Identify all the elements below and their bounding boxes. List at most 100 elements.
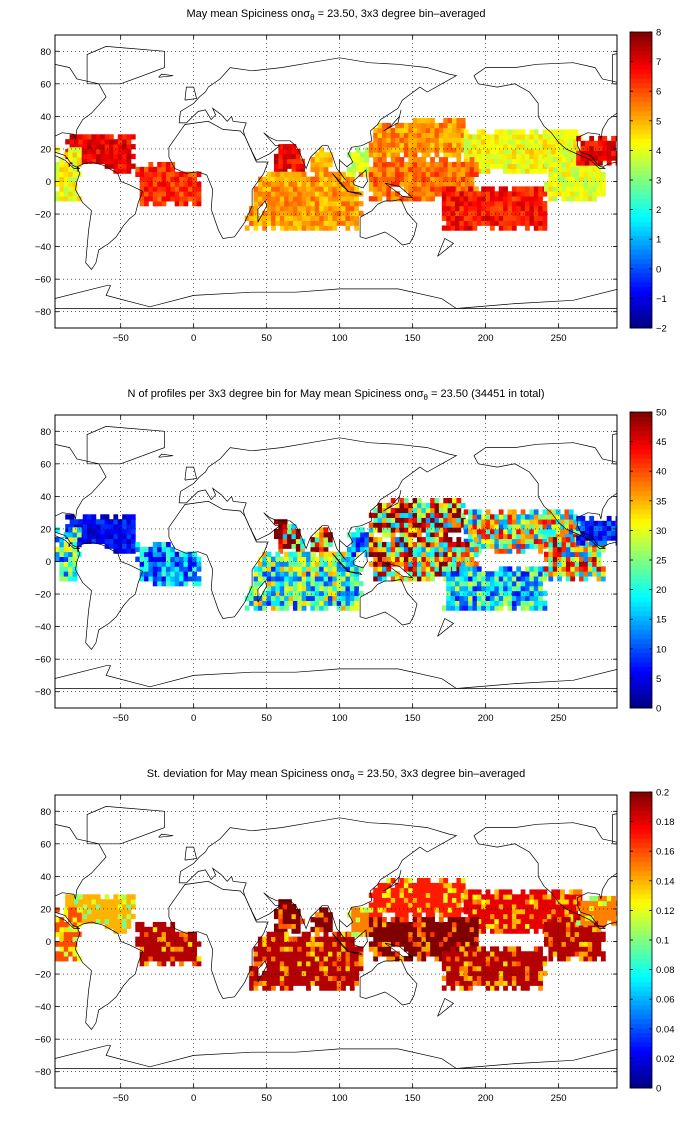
- data-bin: [381, 931, 387, 938]
- data-bin: [542, 225, 548, 231]
- data-bin: [529, 210, 535, 217]
- data-bin: [377, 166, 383, 173]
- data-bin: [327, 571, 333, 577]
- data-bin: [364, 931, 370, 938]
- data-bin: [275, 176, 281, 182]
- data-bin: [351, 907, 357, 913]
- data-bin: [434, 892, 440, 898]
- data-bin: [271, 931, 276, 938]
- data-bin: [412, 161, 418, 168]
- data-bin: [443, 512, 449, 518]
- data-bin: [425, 522, 431, 528]
- data-bin: [494, 571, 500, 577]
- y-tick-label: 40: [40, 492, 51, 503]
- data-bin: [425, 941, 431, 947]
- data-bin: [498, 509, 504, 515]
- data-bin: [465, 546, 470, 553]
- data-bin: [69, 524, 75, 530]
- colorbar-swatch: [630, 110, 652, 116]
- y-tick-label: −20: [35, 590, 51, 601]
- data-bin: [507, 215, 513, 221]
- colorbar-swatch: [630, 69, 652, 75]
- data-bin: [472, 975, 478, 981]
- data-bin: [476, 201, 482, 207]
- data-bin: [408, 127, 414, 134]
- data-bin: [395, 561, 400, 567]
- data-bin: [319, 152, 324, 158]
- data-bin: [390, 498, 396, 504]
- data-bin: [525, 585, 530, 592]
- data-bin: [351, 921, 357, 928]
- data-bin: [592, 191, 597, 197]
- data-bin: [551, 153, 557, 160]
- data-bin: [542, 961, 548, 967]
- y-tick-label: −80: [35, 307, 51, 318]
- data-bin: [408, 892, 414, 898]
- data-bin: [538, 595, 543, 601]
- data-bin: [377, 546, 383, 553]
- data-bin: [472, 205, 478, 212]
- data-bin: [460, 166, 466, 173]
- data-bin: [498, 908, 504, 915]
- data-bin: [59, 936, 65, 942]
- data-bin: [373, 931, 378, 938]
- grid: [55, 415, 617, 708]
- data-bin: [377, 132, 383, 138]
- data-bin: [275, 956, 281, 962]
- colorbar-swatch: [630, 578, 652, 584]
- data-bin: [377, 527, 383, 533]
- data-bin: [332, 576, 338, 582]
- data-bin: [377, 507, 383, 514]
- data-bin: [179, 556, 184, 562]
- data-bin: [503, 918, 508, 924]
- coastline: [359, 579, 418, 626]
- data-bin: [485, 923, 491, 929]
- data-bin: [494, 163, 500, 169]
- data-bin: [551, 144, 557, 150]
- colorbar-tick-label: 30: [656, 526, 667, 537]
- data-bin: [336, 965, 342, 972]
- data-bin: [446, 590, 451, 597]
- data-bin: [574, 941, 580, 947]
- data-bin: [345, 975, 351, 981]
- data-bin: [148, 951, 154, 957]
- data-bin: [327, 196, 333, 202]
- data-bin: [354, 961, 360, 967]
- colorbar-swatch: [630, 615, 652, 621]
- coastline: [346, 190, 363, 196]
- data-bin: [568, 904, 574, 910]
- data-bin: [481, 918, 487, 924]
- data-bin: [430, 561, 435, 567]
- data-bin: [456, 892, 462, 898]
- data-bin: [109, 913, 114, 920]
- data-bin: [425, 551, 431, 558]
- data-bin: [345, 205, 351, 212]
- data-bin: [403, 566, 409, 572]
- data-bin: [91, 153, 97, 160]
- data-bin: [346, 931, 352, 938]
- data-bin: [412, 166, 418, 173]
- data-bin: [395, 887, 400, 894]
- data-bin: [538, 894, 543, 900]
- data-bin: [573, 913, 578, 920]
- data-bin: [498, 889, 504, 895]
- data-bin: [544, 161, 549, 168]
- data-bin: [271, 576, 276, 582]
- data-bin: [323, 941, 329, 947]
- data-bin: [438, 921, 444, 928]
- data-bin: [456, 907, 462, 913]
- data-bin: [95, 153, 101, 160]
- data-bin: [485, 144, 491, 150]
- data-bin: [288, 196, 294, 202]
- data-bin: [468, 975, 473, 981]
- data-bin: [157, 936, 162, 942]
- data-bin: [310, 946, 316, 952]
- data-bin: [438, 147, 444, 153]
- data-bin: [368, 166, 374, 173]
- data-bin: [511, 514, 517, 520]
- data-bin: [507, 970, 513, 977]
- data-bin: [360, 537, 365, 543]
- data-bin: [574, 191, 580, 197]
- data-bin: [450, 975, 456, 981]
- data-bin: [161, 171, 167, 178]
